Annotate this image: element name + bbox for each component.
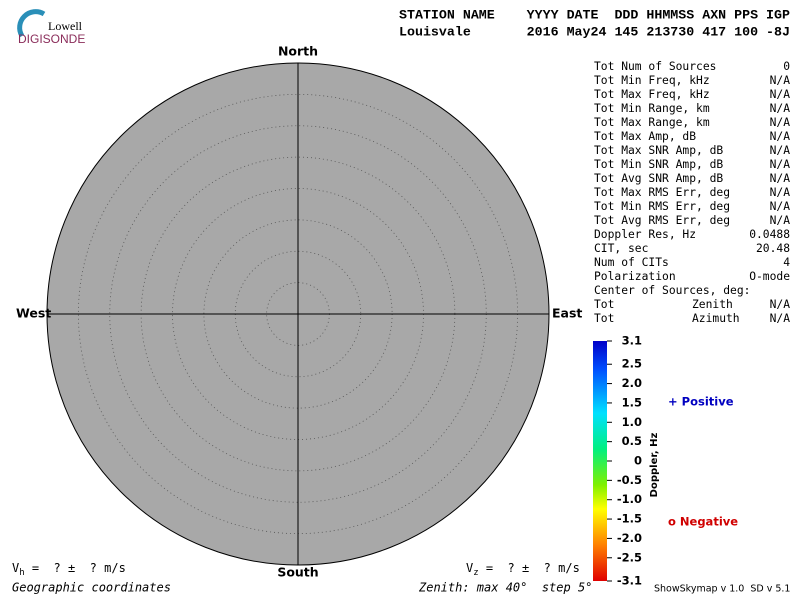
header-line: Louisvale 2016 May24 145 213730 417 100 … (399, 25, 790, 40)
zenith-note: Zenith: max 40° step 5° (418, 581, 592, 595)
colorbar-tick-label: 0.5 (622, 434, 642, 448)
stat-value: 0.0488 (749, 228, 790, 241)
colorbar-tick-label: -0.5 (617, 473, 642, 487)
stat-value: N/A (770, 102, 791, 115)
stats-table: Tot Num of Sources 0 Tot Min Freq, kHz N/A T… (594, 60, 790, 325)
direction-label: South (277, 565, 318, 580)
vz-readout: Vz = ? ± ? m/s (466, 561, 580, 578)
colorbar-tick-label: 1.0 (622, 415, 642, 429)
direction-label: West (16, 306, 51, 321)
stat-label: Tot Min Freq, kHz (594, 74, 710, 87)
stat-value: N/A (770, 298, 791, 311)
stat-label: Doppler Res, Hz (594, 228, 696, 241)
stat-label: Tot Min Range, km (594, 102, 710, 115)
stat-label: Tot Num of Sources (594, 60, 716, 73)
colorbar (593, 341, 607, 581)
stat-value: 20.48 (756, 242, 790, 255)
stat-label: Tot Min RMS Err, deg (594, 200, 730, 213)
colorbar-tick-label: 0 (634, 454, 642, 468)
stat-label: Tot Max Range, km (594, 116, 710, 129)
stat-value: N/A (770, 88, 791, 101)
colorbar-tick-label: 3.1 (622, 334, 642, 348)
legend-positive: + Positive (668, 395, 734, 409)
stat-label: Tot Max RMS Err, deg (594, 186, 730, 199)
colorbar-tick-label: 2.5 (622, 357, 642, 371)
stat-label: Tot Min SNR Amp, dB (594, 158, 723, 171)
stat-value: N/A (770, 214, 791, 227)
colorbar-tick-label: -3.1 (617, 574, 642, 588)
colorbar-tick-label: 1.5 (622, 395, 642, 409)
stat-label: Tot (594, 312, 614, 325)
stat-value: O-mode (749, 270, 790, 283)
stat-value: N/A (770, 172, 791, 185)
stat-label: Tot Avg SNR Amp, dB (594, 172, 723, 185)
polar-plot (46, 62, 550, 566)
stat-label: Tot Max Amp, dB (594, 130, 696, 143)
coords-note: Geographic coordinates (12, 581, 171, 595)
colorbar-title: Doppler, Hz (649, 433, 660, 498)
colorbar-ticks: 3.1 2.5 2.0 1.5 1.0 0.5 0 -0.5 -1.0 -1.5 -2.0 -2.5 -… (607, 334, 642, 588)
logo-top: Lowell (48, 19, 83, 33)
stat-value: N/A (770, 116, 791, 129)
vh-readout: Vh = ? ± ? m/s (12, 561, 126, 578)
stat-value: 4 (783, 256, 790, 269)
header-line: STATION NAME YYYY DATE DDD HHMMSS AXN PP… (399, 8, 790, 23)
stat-label: Polarization (594, 270, 676, 283)
stat-value: N/A (770, 200, 791, 213)
stat-label: Center of Sources, deg: (594, 284, 750, 297)
stat-value: N/A (770, 74, 791, 87)
stat-value: N/A (770, 130, 791, 143)
colorbar-tick-label: 2.0 (622, 376, 642, 390)
colorbar-tick-label: -2.0 (617, 531, 642, 545)
stat-value: 0 (783, 60, 790, 73)
stat-sublabel: Azimuth (692, 312, 740, 325)
version: ShowSkymap v 1.0 SD v 5.1 (654, 584, 790, 595)
stat-label: Tot Max Freq, kHz (594, 88, 710, 101)
logo-bottom: DIGISONDE (18, 32, 85, 46)
stat-value: N/A (770, 144, 791, 157)
colorbar-tick-label: -1.5 (617, 512, 642, 526)
stat-value: N/A (770, 186, 791, 199)
legend-negative: o Negative (668, 515, 738, 529)
logo: Lowell DIGISONDE (17, 9, 85, 46)
stat-sublabel: Zenith (692, 298, 733, 311)
stat-label: Tot Avg RMS Err, deg (594, 214, 730, 227)
direction-label: East (552, 306, 582, 321)
stat-label: Tot (594, 298, 614, 311)
stat-label: CIT, sec (594, 242, 648, 255)
direction-label: North (278, 44, 318, 59)
logo-swoosh (17, 9, 46, 38)
colorbar-tick-label: -2.5 (617, 550, 642, 564)
stat-label: Tot Max SNR Amp, dB (594, 144, 723, 157)
stat-value: N/A (770, 158, 791, 171)
stat-value: N/A (770, 312, 791, 325)
stat-label: Num of CITs (594, 256, 669, 269)
colorbar-tick-label: -1.0 (617, 492, 642, 506)
